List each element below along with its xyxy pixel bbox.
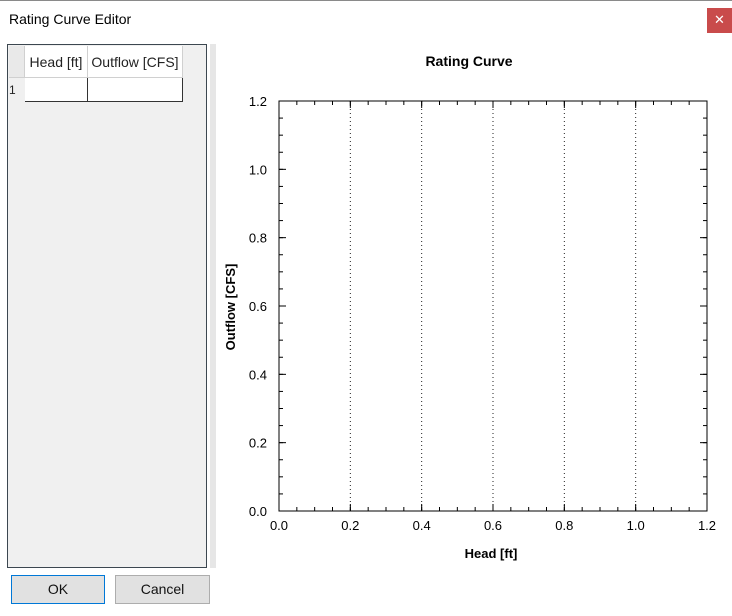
y-tick-label: 0.6: [249, 299, 267, 314]
x-tick-label: 1.2: [698, 518, 716, 533]
x-tick-label: 0.2: [341, 518, 359, 533]
y-tick-label: 1.2: [249, 94, 267, 109]
x-tick-label: 0.0: [270, 518, 288, 533]
y-tick-label: 0.0: [249, 504, 267, 519]
head-input[interactable]: [24, 79, 87, 100]
close-button[interactable]: ✕: [707, 8, 732, 33]
panel-splitter[interactable]: [210, 44, 216, 568]
x-tick-label: 0.6: [484, 518, 502, 533]
ok-button[interactable]: OK: [11, 575, 105, 604]
window-title: Rating Curve Editor: [9, 11, 132, 27]
head-cell[interactable]: [24, 77, 88, 102]
x-tick-label: 0.4: [413, 518, 431, 533]
x-axis-label: Head [ft]: [465, 546, 518, 561]
rating-curve-chart: Rating Curve Head [ft] Outflow [CFS] 0.0…: [223, 53, 716, 561]
y-tick-label: 1.0: [249, 162, 267, 177]
close-icon: ✕: [714, 13, 725, 28]
column-header-outflow[interactable]: Outflow [CFS]: [87, 46, 183, 78]
table-header-row: Head [ft] Outflow [CFS]: [9, 46, 183, 78]
y-tick-label: 0.4: [249, 367, 267, 382]
rating-table-panel: Head [ft] Outflow [CFS] 1: [7, 44, 207, 568]
x-tick-label: 0.8: [555, 518, 573, 533]
column-header-head[interactable]: Head [ft]: [24, 46, 88, 78]
x-tick-label: 1.0: [627, 518, 645, 533]
table-row: 1: [9, 77, 183, 102]
y-tick-label: 0.8: [249, 231, 267, 246]
y-axis-label: Outflow [CFS]: [223, 264, 238, 351]
outflow-cell[interactable]: [87, 77, 183, 102]
window-top-border: [0, 0, 732, 1]
chart-title: Rating Curve: [425, 53, 512, 69]
y-tick-label: 0.2: [249, 436, 267, 451]
plot-area: 0.0 0.2 0.4 0.6 0.8 1.0 1.2 0.0 0.2 0.4 0.6 0.8 1.0 1…: [249, 94, 716, 533]
cancel-button[interactable]: Cancel: [115, 575, 210, 604]
row-number[interactable]: 1: [9, 77, 25, 102]
rating-table: Head [ft] Outflow [CFS] 1: [9, 46, 183, 102]
table-corner-cell[interactable]: [9, 46, 25, 78]
outflow-input[interactable]: [88, 79, 182, 100]
